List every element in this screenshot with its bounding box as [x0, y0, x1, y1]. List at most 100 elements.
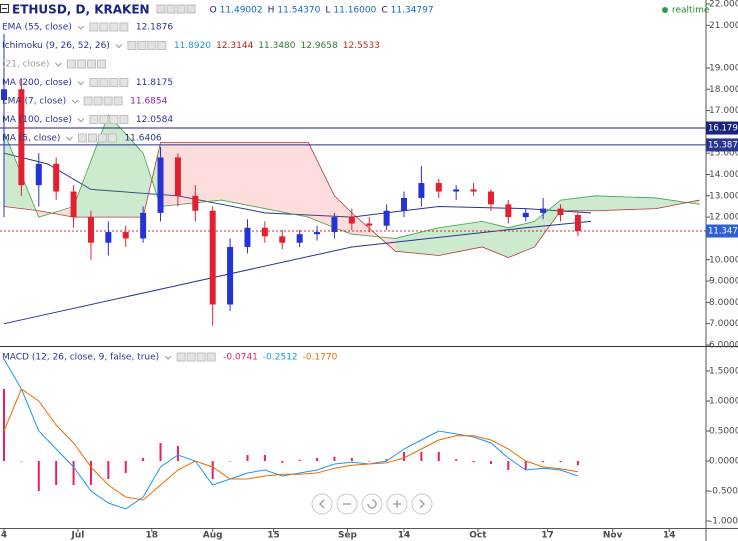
indicator-button[interactable]: [99, 22, 109, 32]
indicator-value: 12.9658: [301, 41, 338, 51]
indicator-button[interactable]: [196, 352, 206, 362]
indicator-button[interactable]: [119, 115, 129, 124]
price-label-box: [706, 138, 738, 152]
dropdown-arrow[interactable]: [77, 25, 85, 30]
macd-line: [3, 388, 578, 501]
indicator-button[interactable]: [77, 133, 87, 143]
indicator-button[interactable]: [109, 22, 119, 32]
reset[interactable]: [361, 493, 383, 515]
candle-body: [157, 157, 164, 213]
scroll-left[interactable]: [311, 493, 333, 515]
price-label-box: [706, 121, 738, 135]
histogram-bar: [176, 446, 179, 461]
indicator-button[interactable]: [97, 133, 107, 143]
indicator-button[interactable]: [83, 96, 93, 106]
histogram-bar: [211, 461, 214, 479]
y-tick-label: 8.0000: [709, 298, 738, 308]
indicator-button[interactable]: [76, 59, 86, 69]
indicator-button[interactable]: [89, 22, 99, 32]
dropdown-arrow[interactable]: [77, 118, 85, 123]
dropdown-arrow[interactable]: [115, 44, 123, 49]
candle-body: [540, 208, 547, 213]
histogram-bar: [385, 459, 388, 461]
indicator-button[interactable]: [157, 41, 167, 50]
candle-body: [105, 232, 112, 243]
dropdown-arrow[interactable]: [71, 99, 79, 104]
indicator-button[interactable]: [99, 115, 109, 124]
cloud-segment: [508, 221, 535, 258]
indicator-button[interactable]: [86, 59, 96, 69]
x-tick-label: Aug: [203, 531, 223, 541]
histogram-bar: [298, 459, 301, 461]
indicator-button[interactable]: [89, 115, 99, 124]
indicator-button[interactable]: [186, 352, 196, 362]
candle-body: [209, 210, 216, 305]
candle-body: [401, 197, 407, 211]
indicator-name: (21, close): [2, 60, 49, 70]
indicator-button[interactable]: [87, 133, 97, 143]
indicator-button[interactable]: [127, 41, 137, 50]
indicator-name: EMA (55, close): [2, 23, 72, 33]
indicator-button[interactable]: [137, 41, 147, 50]
indicator-button[interactable]: [99, 78, 109, 87]
y-tick-label: 10.0000: [709, 255, 738, 265]
candle-body: [227, 246, 234, 305]
ohlc-label: H: [268, 6, 275, 16]
candle-body: [192, 195, 199, 211]
indicator-value: 11.3480: [258, 41, 295, 51]
indicator-button[interactable]: [176, 352, 186, 362]
candle-body: [35, 163, 42, 186]
indicator-button[interactable]: [107, 133, 117, 143]
header-button[interactable]: [186, 4, 196, 14]
candle-body: [435, 183, 442, 192]
indicator-button[interactable]: [119, 78, 129, 87]
indicator-value: 11.6406: [124, 134, 161, 144]
x-tick-label: 17: [541, 531, 554, 541]
collapse-icon[interactable]: [0, 4, 9, 13]
indicator-button[interactable]: [66, 59, 76, 69]
header-button[interactable]: [176, 4, 186, 14]
candle-body: [18, 89, 25, 186]
candle-body: [53, 163, 60, 192]
x-tick-label: 4: [1, 531, 7, 541]
indicator-button[interactable]: [113, 96, 123, 106]
cloud-segment: [534, 200, 561, 247]
histogram-bar: [350, 458, 353, 461]
indicator-button[interactable]: [119, 22, 129, 32]
dropdown-arrow[interactable]: [55, 62, 62, 67]
y-tick-label: 6.0000: [709, 341, 738, 351]
histogram-bar: [507, 461, 510, 470]
dropdown-arrow[interactable]: [66, 136, 73, 141]
indicator-button[interactable]: [109, 78, 119, 87]
indicator-button[interactable]: [103, 96, 113, 106]
candle-body: [296, 234, 303, 243]
indicator-value: -0.0741: [223, 353, 258, 363]
indicator-button[interactable]: [147, 41, 157, 50]
indicator-button[interactable]: [93, 96, 103, 106]
ohlc-readout: O 11.49002 H 11.54370 L 11.16000 C 11.34797: [156, 4, 434, 16]
indicator-value: 11.6854: [130, 97, 167, 107]
indicator-button[interactable]: [96, 59, 106, 69]
x-tick-label: Nov: [603, 531, 623, 541]
histogram-bar: [107, 461, 110, 479]
price-label: 11.3479: [708, 227, 738, 237]
y-tick-label: 9.0000: [709, 277, 738, 287]
histogram-bar: [403, 452, 405, 461]
header-button[interactable]: [166, 4, 176, 14]
indicator-button[interactable]: [89, 78, 99, 87]
candle-body: [418, 183, 425, 198]
candle-body: [244, 227, 251, 247]
indicator-value: 11.8920: [174, 41, 211, 51]
histogram-bar: [316, 458, 319, 461]
header-button[interactable]: [156, 4, 166, 14]
scroll-right[interactable]: [411, 493, 433, 515]
histogram-bar: [437, 452, 440, 461]
histogram-bar: [229, 461, 232, 462]
indicator-button[interactable]: [109, 115, 119, 124]
y-tick-label: -0.5000: [709, 487, 738, 497]
dropdown-arrow[interactable]: [77, 81, 85, 86]
indicator-button[interactable]: [206, 352, 216, 362]
ohlc-value: 11.16000: [333, 6, 376, 16]
dropdown-arrow[interactable]: [164, 355, 172, 360]
